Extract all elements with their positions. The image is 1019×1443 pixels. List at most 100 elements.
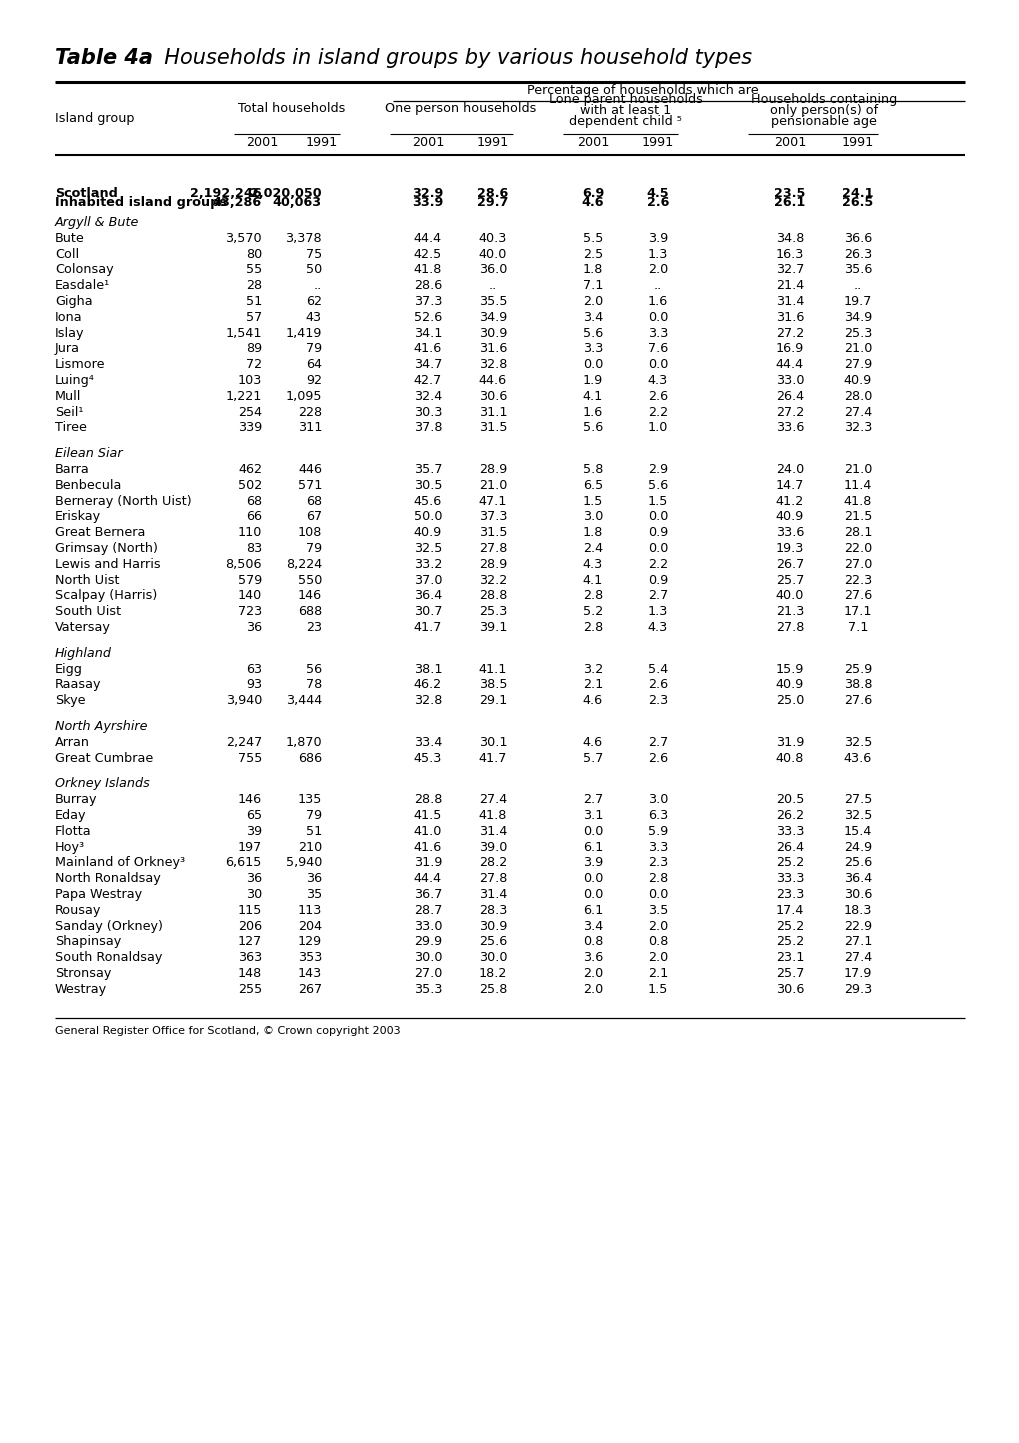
Text: 3.9: 3.9	[582, 856, 602, 869]
Text: 32.7: 32.7	[775, 264, 803, 277]
Text: 68: 68	[306, 495, 322, 508]
Text: 43.6: 43.6	[843, 752, 871, 765]
Text: 4.1: 4.1	[582, 573, 602, 586]
Text: 35: 35	[306, 887, 322, 900]
Text: 2.7: 2.7	[647, 736, 667, 749]
Text: 63: 63	[246, 662, 262, 675]
Text: 5.8: 5.8	[582, 463, 602, 476]
Text: Highland: Highland	[55, 646, 112, 659]
Text: 146: 146	[237, 794, 262, 807]
Text: 2.6: 2.6	[647, 678, 667, 691]
Text: 0.8: 0.8	[647, 935, 667, 948]
Text: 21.0: 21.0	[843, 342, 871, 355]
Text: 2.8: 2.8	[647, 872, 667, 885]
Text: 36: 36	[246, 872, 262, 885]
Text: Island group: Island group	[55, 113, 135, 126]
Text: 2.2: 2.2	[647, 405, 667, 418]
Text: 40.0: 40.0	[478, 248, 506, 261]
Text: 27.8: 27.8	[478, 872, 506, 885]
Text: 28.1: 28.1	[843, 527, 871, 540]
Text: 25.8: 25.8	[478, 983, 506, 996]
Text: 32.2: 32.2	[478, 573, 506, 586]
Text: 4.5: 4.5	[646, 188, 668, 201]
Text: South Ronaldsay: South Ronaldsay	[55, 951, 162, 964]
Text: 2.9: 2.9	[647, 463, 667, 476]
Text: South Uist: South Uist	[55, 605, 121, 618]
Text: 2.2: 2.2	[647, 558, 667, 571]
Text: 51: 51	[306, 825, 322, 838]
Text: 26.7: 26.7	[775, 558, 803, 571]
Text: 0.0: 0.0	[582, 872, 602, 885]
Text: 41.5: 41.5	[414, 810, 442, 823]
Text: 39.0: 39.0	[478, 841, 506, 854]
Text: 28.6: 28.6	[414, 278, 441, 291]
Text: 41.6: 41.6	[414, 841, 441, 854]
Text: 66: 66	[246, 511, 262, 524]
Text: 26.5: 26.5	[842, 196, 872, 209]
Text: 0.0: 0.0	[647, 511, 667, 524]
Text: 32.3: 32.3	[843, 421, 871, 434]
Text: 23.1: 23.1	[775, 951, 803, 964]
Text: Households in island groups by various household types: Households in island groups by various h…	[151, 48, 751, 68]
Text: 37.3: 37.3	[414, 294, 442, 307]
Text: 40.3: 40.3	[478, 232, 506, 245]
Text: Jura: Jura	[55, 342, 79, 355]
Text: ..: ..	[488, 278, 496, 291]
Text: 32.8: 32.8	[414, 694, 442, 707]
Text: ..: ..	[314, 278, 322, 291]
Text: 42.5: 42.5	[414, 248, 441, 261]
Text: 40.0: 40.0	[775, 589, 803, 602]
Text: 110: 110	[237, 527, 262, 540]
Text: 32.9: 32.9	[412, 188, 443, 201]
Text: 2.0: 2.0	[647, 264, 667, 277]
Text: Great Bernera: Great Bernera	[55, 527, 146, 540]
Text: Luing⁴: Luing⁴	[55, 374, 95, 387]
Text: with at least 1: with at least 1	[580, 104, 671, 117]
Text: 27.4: 27.4	[843, 405, 871, 418]
Text: 4.3: 4.3	[582, 558, 602, 571]
Text: 41.8: 41.8	[843, 495, 871, 508]
Text: 79: 79	[306, 810, 322, 823]
Text: Barra: Barra	[55, 463, 90, 476]
Text: 267: 267	[298, 983, 322, 996]
Text: 35.3: 35.3	[414, 983, 442, 996]
Text: 135: 135	[298, 794, 322, 807]
Text: Scalpay (Harris): Scalpay (Harris)	[55, 589, 157, 602]
Text: 28.8: 28.8	[478, 589, 506, 602]
Text: 16.3: 16.3	[775, 248, 803, 261]
Text: 27.4: 27.4	[478, 794, 506, 807]
Text: 26.4: 26.4	[775, 390, 803, 403]
Text: 686: 686	[298, 752, 322, 765]
Text: 1.8: 1.8	[582, 527, 602, 540]
Text: 52.6: 52.6	[414, 310, 441, 323]
Text: Gigha: Gigha	[55, 294, 93, 307]
Text: Easdale¹: Easdale¹	[55, 278, 110, 291]
Text: 7.1: 7.1	[847, 620, 867, 633]
Text: 0.0: 0.0	[582, 887, 602, 900]
Text: 3,378: 3,378	[285, 232, 322, 245]
Text: Berneray (North Uist): Berneray (North Uist)	[55, 495, 192, 508]
Text: 44.4: 44.4	[414, 872, 441, 885]
Text: 31.4: 31.4	[478, 887, 506, 900]
Text: 2.4: 2.4	[583, 543, 602, 556]
Text: 363: 363	[237, 951, 262, 964]
Text: 14.7: 14.7	[775, 479, 803, 492]
Text: 143: 143	[298, 967, 322, 980]
Text: 39: 39	[246, 825, 262, 838]
Text: 83: 83	[246, 543, 262, 556]
Text: ..: ..	[853, 278, 861, 291]
Text: 30.3: 30.3	[414, 405, 442, 418]
Text: 23: 23	[306, 620, 322, 633]
Text: 29.3: 29.3	[843, 983, 871, 996]
Text: 2.6: 2.6	[647, 390, 667, 403]
Text: 446: 446	[298, 463, 322, 476]
Text: 31.6: 31.6	[775, 310, 803, 323]
Text: 3.0: 3.0	[647, 794, 667, 807]
Text: Percentage of households which are: Percentage of households which are	[527, 84, 758, 97]
Text: 25.6: 25.6	[478, 935, 506, 948]
Text: 2,192,246: 2,192,246	[191, 188, 262, 201]
Text: 32.4: 32.4	[414, 390, 441, 403]
Text: 35.7: 35.7	[414, 463, 442, 476]
Text: 41.1: 41.1	[478, 662, 506, 675]
Text: 1.5: 1.5	[647, 495, 667, 508]
